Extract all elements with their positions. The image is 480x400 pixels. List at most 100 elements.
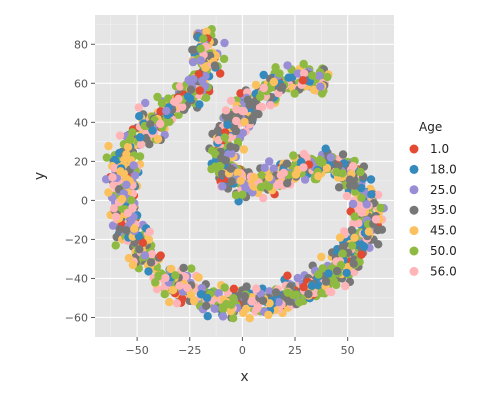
scatter-point	[307, 281, 316, 290]
scatter-point	[153, 92, 162, 102]
scatter-point	[348, 241, 357, 250]
scatter-point	[210, 61, 220, 70]
scatter-point	[108, 221, 118, 230]
scatter-point	[341, 281, 350, 291]
scatter-point	[248, 113, 257, 123]
scatter-point	[223, 120, 232, 129]
scatter-point	[122, 180, 131, 189]
scatter-point	[220, 38, 229, 48]
scatter-point	[175, 281, 184, 290]
scatter-point	[314, 270, 323, 279]
scatter-point	[356, 167, 365, 177]
scatter-point	[265, 287, 274, 296]
scatter-point	[140, 251, 150, 260]
x-axis-label: x	[240, 369, 248, 385]
y-tick-label: −20	[65, 233, 88, 246]
x-tick-label: −50	[126, 344, 149, 357]
scatter-point	[332, 266, 342, 276]
scatter-point	[240, 117, 249, 127]
scatter-point	[314, 281, 323, 290]
scatter-point	[243, 95, 253, 105]
scatter-point	[315, 71, 324, 80]
scatter-point	[138, 238, 147, 247]
y-tick-label: 0	[81, 194, 88, 207]
scatter-point	[316, 82, 325, 91]
scatter-point	[167, 264, 176, 274]
scatter-point	[216, 69, 225, 78]
scatter-point	[275, 69, 284, 78]
scatter-point	[289, 151, 298, 160]
scatter-point	[104, 188, 113, 197]
scatter-point	[129, 161, 138, 170]
scatter-point	[189, 75, 198, 84]
scatter-point	[238, 128, 247, 138]
scatter-point	[239, 145, 249, 154]
scatter-point	[165, 297, 174, 307]
scatter-point	[318, 158, 327, 167]
scatter-point	[232, 105, 241, 114]
scatter-point	[219, 54, 229, 64]
scatter-point	[332, 280, 341, 290]
scatter-point	[350, 212, 359, 221]
scatter-point	[256, 92, 265, 102]
scatter-point	[318, 264, 327, 273]
scatter-point	[146, 258, 156, 267]
scatter-point	[269, 164, 278, 173]
scatter-point	[207, 164, 216, 174]
scatter-point	[264, 310, 273, 320]
scatter-point	[174, 94, 183, 104]
scatter-point	[240, 292, 249, 301]
scatter-point	[111, 241, 120, 250]
scatter-point	[350, 233, 359, 242]
scatter-point	[178, 102, 187, 112]
scatter-point	[371, 215, 381, 224]
scatter-point	[231, 126, 241, 136]
scatter-point	[196, 290, 206, 299]
scatter-point	[172, 299, 182, 308]
scatter-point	[202, 27, 211, 36]
x-tick-label: 0	[239, 344, 246, 357]
scatter-point	[214, 289, 223, 298]
scatter-point	[226, 142, 235, 151]
scatter-point	[203, 312, 212, 321]
scatter-point	[325, 287, 334, 296]
scatter-point	[251, 80, 261, 90]
y-tick-label: 80	[74, 38, 88, 51]
scatter-point	[153, 134, 163, 144]
scatter-point	[128, 203, 137, 212]
scatter-point	[236, 89, 245, 98]
x-tick-label: 50	[341, 344, 355, 357]
scatter-point	[123, 208, 132, 218]
scatter-point	[247, 297, 256, 306]
data-points	[101, 25, 388, 323]
scatter-point	[188, 57, 198, 67]
scatter-point	[309, 85, 319, 95]
scatter-point	[229, 294, 238, 303]
scatter-point	[136, 140, 146, 149]
scatter-point	[227, 149, 236, 158]
scatter-point	[282, 159, 292, 168]
scatter-point	[210, 304, 219, 313]
scatter-point	[229, 284, 239, 293]
scatter-point	[374, 190, 383, 199]
scatter-point	[221, 156, 230, 165]
scatter-point	[226, 96, 236, 106]
scatter-point	[274, 297, 283, 307]
scatter-point	[220, 133, 229, 142]
scatter-point	[147, 250, 157, 259]
scatter-point	[357, 183, 366, 193]
scatter-point	[134, 103, 143, 112]
legend-label: 45.0	[430, 224, 457, 238]
scatter-point	[321, 144, 330, 153]
scatter-point	[253, 303, 262, 312]
legend-marker	[409, 266, 419, 276]
scatter-point	[156, 251, 165, 260]
scatter-point	[220, 283, 229, 292]
scatter-point	[168, 286, 178, 295]
scatter-point	[201, 93, 211, 102]
scatter-point	[122, 226, 131, 235]
scatter-point	[128, 128, 137, 137]
scatter-point	[257, 171, 266, 180]
scatter-point	[108, 173, 117, 182]
scatter-point	[345, 175, 355, 184]
